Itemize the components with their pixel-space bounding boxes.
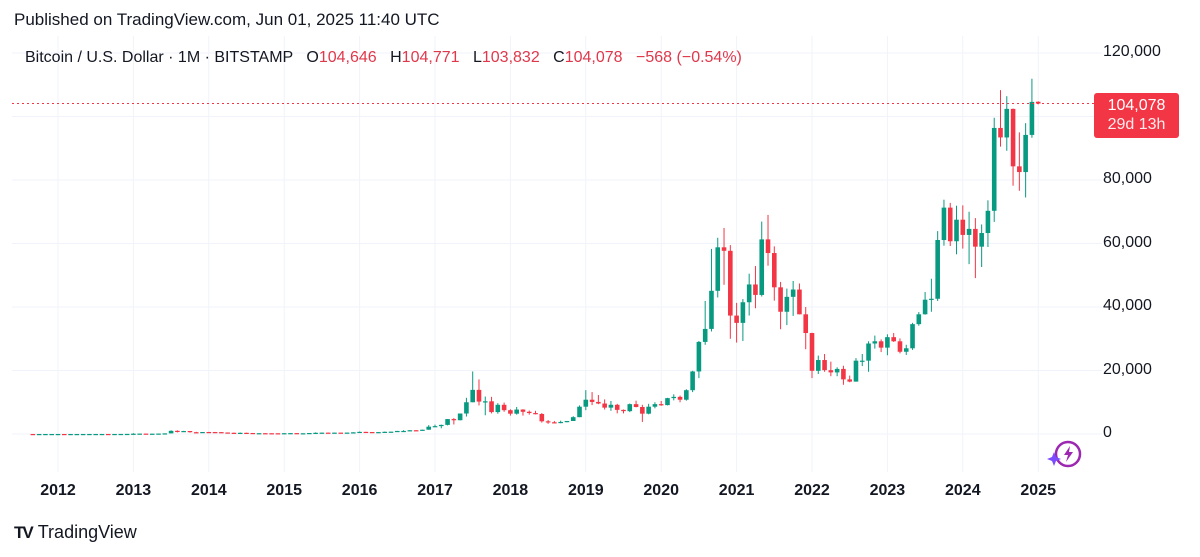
- y-tick-label: 0: [1103, 424, 1112, 441]
- x-tick-label: 2019: [568, 482, 604, 499]
- x-tick-label: 2018: [492, 482, 529, 499]
- close-label: C: [553, 49, 565, 66]
- x-tick-label: 2024: [945, 482, 981, 499]
- x-tick-label: 2025: [1020, 482, 1056, 499]
- tradingview-logo-icon: TV: [14, 522, 34, 542]
- x-tick-label: 2017: [417, 482, 453, 499]
- x-tick-label: 2015: [266, 482, 302, 499]
- x-tick-label: 2023: [869, 482, 906, 499]
- last-price-label: 104,078 29d 13h: [1094, 93, 1179, 138]
- x-tick-label: 2013: [115, 482, 152, 499]
- x-tick-label: 2012: [40, 482, 76, 499]
- symbol-title: Bitcoin / U.S. Dollar · 1M · BITSTAMP: [25, 49, 293, 66]
- low-label: L: [472, 49, 482, 66]
- bar-countdown: 29d 13h: [1107, 116, 1166, 133]
- x-tick-label: 2014: [191, 482, 227, 499]
- open-value: 104,646: [318, 49, 377, 66]
- x-tick-label: 2016: [341, 482, 378, 499]
- x-tick-label: 2020: [643, 482, 679, 499]
- y-tick-label: 120,000: [1103, 43, 1161, 60]
- symbol-legend: Bitcoin / U.S. Dollar · 1M · BITSTAMP O1…: [25, 49, 742, 67]
- last-price-value: 104,078: [1107, 97, 1166, 114]
- y-tick-label: 80,000: [1103, 170, 1152, 187]
- brand-name: TradingView: [37, 522, 137, 542]
- y-tick-label: 40,000: [1103, 297, 1152, 314]
- x-tick-label: 2021: [718, 482, 755, 499]
- y-tick-label: 60,000: [1103, 233, 1152, 251]
- chart-pane[interactable]: [12, 36, 1102, 512]
- published-timestamp: Published on TradingView.com, Jun 01, 20…: [14, 10, 440, 29]
- tradingview-brand[interactable]: TV TradingView: [14, 522, 137, 543]
- ai-assistant-icon[interactable]: [1046, 438, 1084, 472]
- low-value: 103,832: [481, 49, 540, 66]
- high-label: H: [390, 49, 402, 66]
- high-value: 104,771: [401, 49, 460, 66]
- y-tick-label: 20,000: [1103, 360, 1152, 378]
- close-value: 104,078: [564, 49, 623, 66]
- x-tick-label: 2022: [794, 482, 830, 499]
- open-label: O: [306, 49, 319, 66]
- change-value: −568 (−0.54%): [636, 49, 742, 66]
